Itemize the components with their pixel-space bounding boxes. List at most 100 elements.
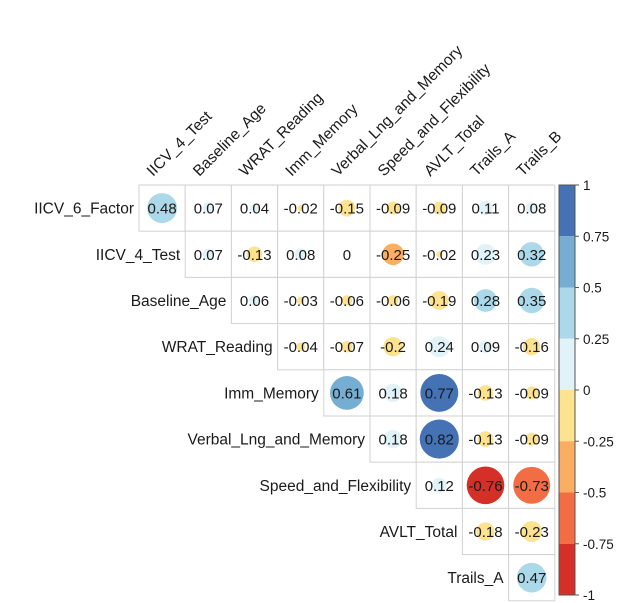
colorbar-band bbox=[559, 390, 575, 442]
matrix-cell: 0.77 bbox=[415, 369, 463, 417]
correlation-circle bbox=[383, 429, 403, 449]
correlation-value: -0.09 bbox=[515, 385, 549, 402]
correlation-value: -0.03 bbox=[284, 293, 318, 310]
correlation-value: -0.06 bbox=[376, 293, 410, 310]
correlation-circle bbox=[432, 201, 446, 215]
matrix-cell: -0.09 bbox=[415, 184, 463, 232]
correlation-value: -0.07 bbox=[330, 339, 364, 356]
row-label: Trails_A bbox=[447, 570, 504, 587]
matrix-cell: -0.03 bbox=[277, 276, 325, 325]
matrix-cell: 0.48 bbox=[138, 184, 186, 232]
colorbar-tick-label: 0.5 bbox=[583, 281, 602, 296]
matrix-cell: -0.02 bbox=[415, 230, 463, 278]
correlation-value: -0.02 bbox=[422, 247, 456, 264]
correlation-circle bbox=[513, 466, 551, 504]
matrix-cell: 0.08 bbox=[508, 184, 556, 232]
colorbar-tick-label: 0 bbox=[583, 383, 591, 398]
correlation-value: 0.08 bbox=[517, 201, 546, 218]
correlation-circle bbox=[476, 522, 495, 541]
correlation-value: -0.06 bbox=[330, 293, 364, 310]
correlation-circle bbox=[249, 295, 260, 306]
correlation-value: -0.09 bbox=[422, 201, 456, 218]
correlation-value: 0.09 bbox=[471, 339, 500, 356]
matrix-cell: 0.47 bbox=[508, 554, 556, 602]
correlation-value: 0.18 bbox=[378, 432, 407, 449]
correlation-circle bbox=[525, 432, 539, 446]
correlation-circle bbox=[294, 248, 307, 261]
colorbar-band bbox=[559, 338, 575, 390]
matrix-cell: -0.09 bbox=[508, 369, 556, 417]
matrix-cell: -0.16 bbox=[508, 323, 556, 371]
row-label: Verbal_Lng_and_Memory bbox=[187, 432, 365, 449]
correlation-circle bbox=[338, 199, 356, 217]
matrix-cell: -0.13 bbox=[461, 369, 510, 417]
correlation-value: -0.18 bbox=[468, 524, 502, 541]
matrix-cell: 0.04 bbox=[230, 184, 279, 232]
colorbar-band bbox=[559, 185, 575, 237]
matrix-cell: -0.09 bbox=[508, 415, 556, 463]
correlation-circle bbox=[466, 466, 505, 505]
row-label: AVLT_Total bbox=[380, 524, 458, 541]
correlation-value: 0.18 bbox=[378, 385, 407, 402]
matrix-cell: 0.35 bbox=[508, 276, 556, 325]
colorbar-band bbox=[559, 492, 575, 544]
matrix-cell: -0.09 bbox=[369, 184, 417, 232]
column-label: WRAT_Reading bbox=[236, 89, 326, 179]
matrix-cell: 0 bbox=[323, 230, 371, 278]
correlation-value: 0.04 bbox=[240, 201, 269, 218]
correlation-value: 0.48 bbox=[147, 201, 176, 218]
matrix-cell: 0.23 bbox=[461, 230, 510, 278]
matrix-cell: 0.11 bbox=[461, 184, 510, 232]
correlation-circle bbox=[419, 419, 459, 459]
correlation-value: -0.15 bbox=[330, 201, 364, 218]
correlation-circle bbox=[475, 243, 496, 265]
correlation-value: 0.28 bbox=[471, 293, 500, 310]
matrix-cell: 0.07 bbox=[184, 184, 232, 232]
matrix-cell: 0.18 bbox=[369, 415, 417, 463]
matrix-cell: 0.18 bbox=[369, 369, 417, 417]
colorbar-band bbox=[559, 236, 575, 288]
correlation-circle bbox=[147, 193, 178, 224]
matrix-cell: 0.82 bbox=[415, 415, 463, 463]
correlation-circle bbox=[518, 287, 545, 314]
correlation-circle bbox=[341, 340, 353, 353]
correlation-value: -0.09 bbox=[515, 432, 549, 449]
correlation-value: 0.47 bbox=[517, 570, 546, 587]
colorbar-band bbox=[559, 441, 575, 493]
matrix-cell: -0.19 bbox=[415, 276, 463, 325]
matrix-cell: -0.23 bbox=[508, 507, 556, 556]
matrix-cell: -0.25 bbox=[369, 230, 417, 278]
matrix-cell: -0.73 bbox=[508, 461, 556, 509]
correlation-circle bbox=[478, 200, 493, 216]
matrix-cell: -0.2 bbox=[369, 323, 417, 371]
correlation-circle bbox=[202, 248, 215, 261]
correlation-value: -0.73 bbox=[515, 478, 549, 495]
matrix-cell: 0.24 bbox=[415, 323, 463, 371]
row-label: Baseline_Age bbox=[131, 293, 227, 310]
correlation-value: -0.13 bbox=[468, 432, 502, 449]
correlation-circle bbox=[246, 246, 263, 263]
matrix-cell: 0.61 bbox=[323, 369, 371, 417]
colorbar-tick-label: -1 bbox=[583, 588, 595, 603]
correlation-circle bbox=[431, 477, 447, 493]
correlation-circle bbox=[250, 203, 259, 213]
correlation-circle bbox=[382, 243, 404, 266]
correlation-value: 0.07 bbox=[194, 201, 223, 218]
colorbar-tick-label: 1 bbox=[583, 178, 591, 193]
matrix-cell: 0.28 bbox=[461, 276, 510, 325]
colorbar-tick-label: 0.25 bbox=[583, 332, 609, 347]
matrix-cell: -0.06 bbox=[369, 276, 417, 325]
correlation-value: 0.06 bbox=[240, 293, 269, 310]
correlation-value: -0.04 bbox=[284, 339, 318, 356]
correlation-value: 0.32 bbox=[517, 247, 546, 264]
colorbar-tick-label: -0.5 bbox=[583, 486, 606, 501]
correlation-value: -0.02 bbox=[284, 201, 318, 218]
correlation-circle bbox=[519, 242, 544, 267]
correlation-circle bbox=[477, 385, 494, 401]
correlation-value: -0.13 bbox=[468, 385, 502, 402]
correlation-value: -0.76 bbox=[468, 478, 502, 495]
correlation-circle bbox=[297, 205, 304, 212]
correlation-value: -0.2 bbox=[380, 339, 406, 356]
correlation-value: 0.24 bbox=[425, 339, 454, 356]
